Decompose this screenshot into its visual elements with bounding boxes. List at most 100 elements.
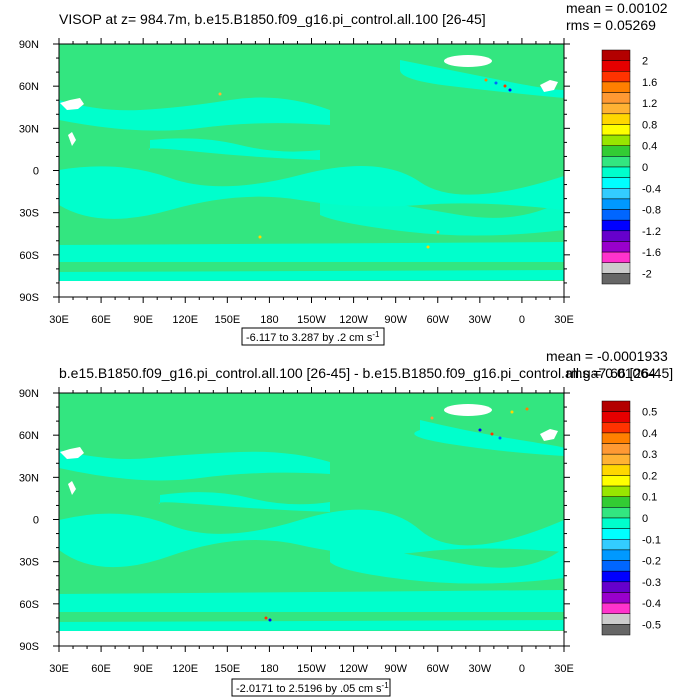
y-tick-label: 0 bbox=[33, 166, 39, 178]
x-tick-label: 150E bbox=[214, 663, 240, 675]
colorbar-label: -0.4 bbox=[642, 598, 661, 610]
x-tick-label: 120E bbox=[172, 663, 198, 675]
chart-title: VISOP at z= 984.7m, b.e15.B1850.f09_g16.… bbox=[59, 11, 486, 27]
colorbar-swatch bbox=[601, 60, 631, 72]
svg-text:-2.0171 to 2.5196 by .05 cm s-: -2.0171 to 2.5196 by .05 cm s-1 bbox=[236, 681, 389, 695]
range-unit-exp: -1 bbox=[382, 681, 390, 690]
colorbar-swatch bbox=[601, 400, 631, 412]
x-tick-label: 60E bbox=[91, 663, 111, 675]
colorbar-label: 0.1 bbox=[642, 492, 657, 504]
colorbar-label: -1.2 bbox=[642, 226, 661, 238]
x-tick-label: 30W bbox=[469, 663, 492, 675]
y-tick-label: 30N bbox=[19, 123, 39, 135]
colorbar-swatch bbox=[601, 613, 631, 625]
colorbar-swatch bbox=[601, 188, 631, 200]
x-tick-label: 90E bbox=[133, 663, 153, 675]
colorbar-label: 0.4 bbox=[642, 141, 657, 153]
colorbar-label: 1.2 bbox=[642, 98, 657, 110]
rms-stat: rms = 0.05269 bbox=[566, 17, 656, 33]
colorbar-label: 0.8 bbox=[642, 119, 657, 131]
y-tick-label: 60N bbox=[19, 81, 39, 93]
range-label-box: -6.117 to 3.287 by .2 cm s-1 bbox=[241, 327, 385, 346]
x-tick-label: 30E bbox=[49, 663, 69, 675]
y-tick-label: 90N bbox=[19, 388, 39, 400]
colorbar-swatch bbox=[601, 624, 631, 636]
x-tick-label: 30E bbox=[554, 314, 574, 326]
colorbar-swatch bbox=[601, 581, 631, 593]
colorbar-label: 0.4 bbox=[642, 428, 657, 440]
colorbar-swatch bbox=[601, 81, 631, 93]
colorbar-swatch bbox=[601, 219, 631, 232]
axis-ticks: 30E 60E 90E 120E 150E 180 150W 120W 90W 60W 30W 0 30… bbox=[19, 387, 574, 675]
rms-stat: rms = 0.01064 bbox=[566, 365, 656, 381]
colorbar-swatch bbox=[601, 113, 631, 125]
colorbar-swatch bbox=[601, 443, 631, 455]
y-tick-label: 30N bbox=[19, 472, 39, 484]
y-tick-label: 90S bbox=[19, 641, 39, 653]
colorbar-swatch bbox=[601, 209, 631, 221]
colorbar-label: -2 bbox=[642, 268, 652, 280]
x-tick-label: 60E bbox=[91, 314, 111, 326]
colorbar-label: 0 bbox=[642, 162, 648, 174]
x-tick-label: 120W bbox=[339, 663, 368, 675]
x-tick-label: 150W bbox=[297, 663, 326, 675]
colorbar-swatch bbox=[601, 560, 631, 572]
colorbar-swatch bbox=[601, 230, 631, 242]
x-tick-label: 0 bbox=[519, 314, 525, 326]
y-tick-label: 30S bbox=[19, 208, 39, 220]
colorbar-swatch bbox=[601, 273, 631, 285]
y-tick-label: 60S bbox=[19, 250, 39, 262]
colorbar-swatch bbox=[601, 92, 631, 104]
colorbar-label: -0.3 bbox=[642, 577, 661, 589]
y-tick-label: 0 bbox=[33, 515, 39, 527]
colorbar-swatch bbox=[601, 592, 631, 604]
colorbar-swatch bbox=[601, 166, 631, 178]
colorbar-swatch bbox=[601, 411, 631, 423]
colorbar-label: 2 bbox=[642, 56, 648, 68]
range-label: -6.117 to 3.287 by .2 cm s bbox=[246, 332, 373, 344]
range-unit-exp: -1 bbox=[372, 330, 380, 339]
colorbar-swatch bbox=[601, 177, 631, 189]
panel-top: VISOP at z= 984.7m, b.e15.B1850.f09_g16.… bbox=[19, 0, 668, 346]
x-tick-label: 120W bbox=[339, 314, 368, 326]
x-tick-label: 150E bbox=[214, 314, 240, 326]
antarctica-mask bbox=[59, 281, 564, 297]
colorbar-label: -0.2 bbox=[642, 556, 661, 568]
colorbar-swatch bbox=[601, 485, 631, 497]
colorbar-swatch bbox=[601, 496, 631, 508]
colorbar-swatch bbox=[601, 475, 631, 487]
x-tick-label: 60W bbox=[426, 314, 449, 326]
colorbar-swatch bbox=[601, 49, 631, 61]
colorbar-label: 0 bbox=[642, 513, 648, 525]
antarctica-mask bbox=[59, 631, 564, 646]
axis-ticks: 30E 60E 90E 120E 150E 180 150W 120W 90W 60W 30W 0 30… bbox=[19, 38, 574, 326]
y-tick-label: 30S bbox=[19, 557, 39, 569]
colorbar-swatch bbox=[601, 262, 631, 274]
x-tick-label: 0 bbox=[519, 663, 525, 675]
colorbar-swatch bbox=[601, 145, 631, 157]
colorbar-swatch bbox=[601, 464, 631, 476]
colorbar-swatch bbox=[601, 134, 631, 146]
colorbar-swatch bbox=[601, 507, 631, 519]
colorbar: 2 1.6 1.2 0.8 0.4 0 -0.4 -0.8 -1.2 -1.6 -2 bbox=[601, 49, 661, 285]
colorbar-swatch bbox=[601, 602, 631, 614]
colorbar-swatch bbox=[601, 102, 631, 115]
colorbar-swatch bbox=[601, 124, 631, 136]
svg-text:-6.117 to 3.287 by .2 cm s-1: -6.117 to 3.287 by .2 cm s-1 bbox=[246, 330, 380, 344]
range-label-box: -2.0171 to 2.5196 by .05 cm s-1 bbox=[231, 678, 391, 697]
colorbar-swatch bbox=[601, 422, 631, 434]
colorbar-swatch bbox=[601, 517, 631, 529]
x-tick-label: 90W bbox=[384, 314, 407, 326]
colorbar-label: 0.5 bbox=[642, 407, 657, 419]
colorbar-label: -1.6 bbox=[642, 247, 661, 259]
x-tick-label: 90W bbox=[384, 663, 407, 675]
map-field bbox=[59, 44, 564, 297]
y-tick-label: 90N bbox=[19, 39, 39, 51]
chart-title: b.e15.B1850.f09_g16.pi_control.all.100 [… bbox=[59, 365, 673, 381]
colorbar-swatch bbox=[601, 539, 631, 551]
colorbar-label: -0.5 bbox=[642, 619, 661, 631]
colorbar-swatch bbox=[601, 251, 631, 263]
colorbar-label: 0.3 bbox=[642, 449, 657, 461]
colorbar-swatch bbox=[601, 71, 631, 83]
